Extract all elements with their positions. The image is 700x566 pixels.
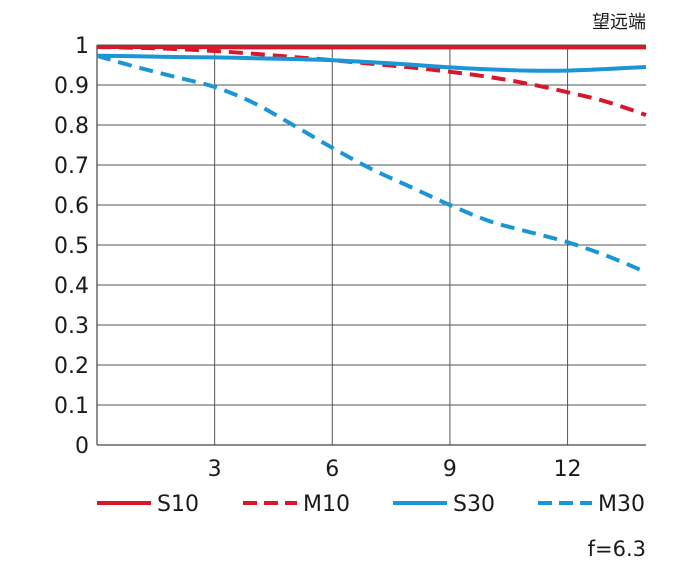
legend-label-m30: M30 [598, 492, 645, 517]
series-line-m30 [97, 56, 646, 272]
y-tick-label: 0.8 [54, 114, 89, 139]
series-lines [97, 47, 646, 272]
x-tick-label: 12 [554, 457, 582, 482]
series-line-s30 [97, 56, 646, 71]
legend-label-m10: M10 [303, 492, 350, 517]
y-tick-label: 0.6 [54, 194, 89, 219]
y-tick-label: 0 [75, 434, 89, 459]
axis-labels: 0 0.1 0.2 0.3 0.4 0.5 0.6 0.7 0.8 0.9 1 3 6 9 12 [54, 34, 582, 482]
y-tick-label: 0.1 [54, 394, 89, 419]
y-tick-label: 0.5 [54, 234, 89, 259]
aperture-annotation: f=6.3 [588, 537, 646, 561]
y-tick-label: 0.9 [54, 74, 89, 99]
legend-label-s30: S30 [453, 492, 495, 517]
y-tick-label: 0.4 [54, 274, 89, 299]
y-tick-label: 0.2 [54, 354, 89, 379]
legend: S10 M10 S30 M30 [97, 492, 645, 517]
x-tick-label: 6 [325, 457, 339, 482]
x-tick-label: 9 [443, 457, 457, 482]
legend-label-s10: S10 [157, 492, 199, 517]
chart-title: 望远端 [592, 12, 646, 33]
grid [97, 45, 646, 445]
y-tick-label: 0.7 [54, 154, 89, 179]
y-tick-label: 0.3 [54, 314, 89, 339]
y-tick-label: 1 [75, 34, 89, 59]
x-tick-label: 3 [208, 457, 222, 482]
